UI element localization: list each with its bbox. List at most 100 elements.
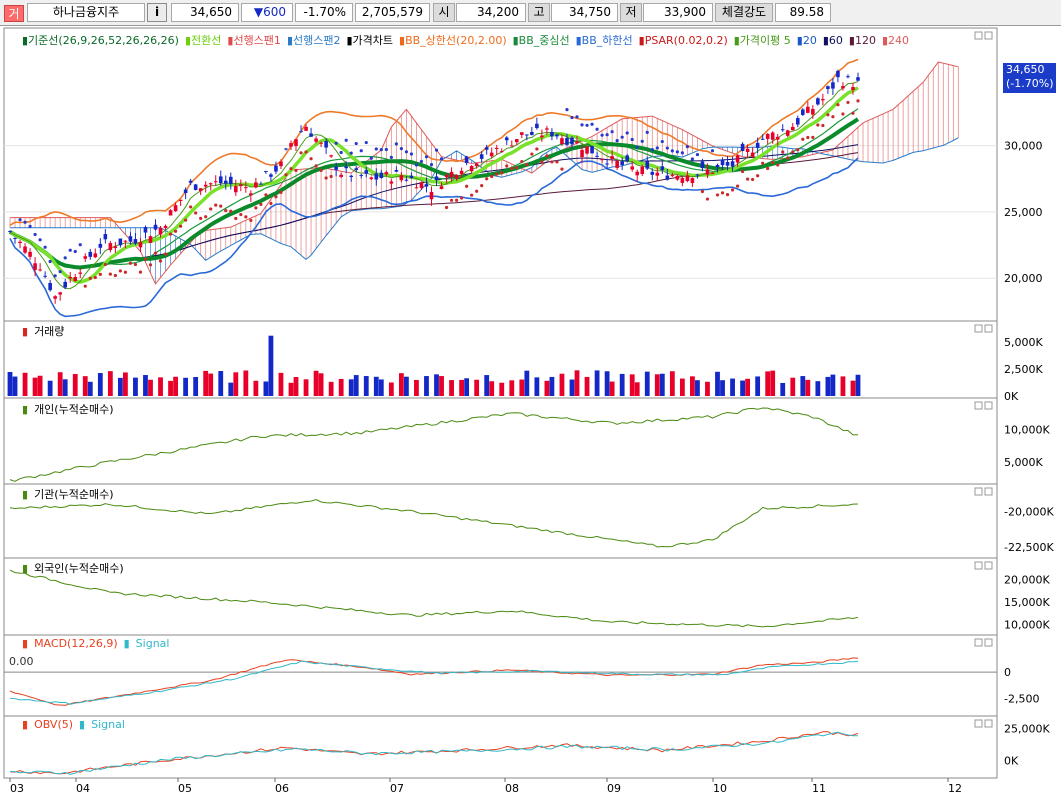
candle-body (419, 182, 424, 189)
volume-bar (313, 370, 319, 396)
volume-bar (695, 380, 700, 396)
psar-dot (660, 139, 664, 144)
psar-dot (194, 211, 198, 215)
psar-dot (204, 215, 208, 219)
price-legend-item[interactable]: ▮60 (822, 34, 843, 47)
candle-body (249, 193, 253, 196)
volume-bar (173, 376, 178, 396)
candle-body (454, 175, 459, 179)
candle-body (274, 165, 278, 172)
info-button[interactable]: i (147, 3, 167, 22)
price-legend-item[interactable]: ▮BB_상한선(20,2.00) (399, 34, 507, 47)
candle-body (28, 251, 32, 257)
candle-body (178, 199, 183, 202)
psar-dot (38, 238, 42, 242)
individual-ytick: 10,000K (1004, 424, 1050, 437)
candle-body (354, 168, 359, 170)
price-legend-item[interactable]: ▮선행스팬1 (227, 34, 281, 47)
candle-body (715, 164, 720, 168)
pane-minimize-button (974, 31, 983, 40)
volume-bar (840, 376, 846, 396)
psar-dot (364, 140, 368, 145)
chart-canvas[interactable]: 30,000 25,000 20,000 5,000K 2,500K 0K 10,000K 5… (0, 26, 1061, 794)
stock-name-field[interactable]: 하나금융지주 (27, 3, 145, 22)
candle-body (504, 137, 509, 141)
volume-bar (72, 373, 78, 396)
price-legend-item[interactable]: ▮240 (881, 34, 910, 47)
price-legend-item[interactable]: ▮BB_하한선 (575, 34, 633, 47)
price-legend-item[interactable]: ▮120 (848, 34, 876, 47)
candle-body (660, 166, 665, 170)
psar-dot (801, 137, 805, 141)
candle-body (459, 170, 464, 175)
psar-dot (264, 193, 268, 197)
candle-body (856, 77, 860, 81)
obv-ytick: 25,000K (1004, 722, 1050, 735)
xaxis-label: 08 (505, 782, 519, 794)
candle-body (695, 174, 700, 176)
stock-type-marker[interactable]: 거 (4, 5, 24, 22)
psar-dot (515, 166, 519, 170)
psar-dot (304, 150, 308, 154)
candle-body (484, 147, 489, 150)
psar-dot (841, 112, 845, 116)
volume-legend: ▮ 거래량 (22, 325, 65, 338)
candle-body (841, 86, 845, 89)
current-price-tag: 34,650 (-1.70%) (1003, 63, 1056, 93)
psar-dot (746, 177, 750, 181)
psar-dot (705, 197, 710, 201)
psar-dot (48, 259, 52, 264)
price-legend-item[interactable]: ▮기준선(26,9,26,52,26,26,26) (22, 34, 179, 47)
candle-body (259, 183, 263, 185)
psar-dot (179, 224, 183, 228)
candle-body (73, 277, 78, 282)
volume-bar (253, 380, 259, 396)
candle-body (685, 175, 690, 182)
psar-dot (128, 261, 133, 265)
price-legend-item[interactable]: ▮가격이평 5 (733, 34, 791, 47)
psar-dot (163, 252, 168, 256)
bb-upper-line (9, 58, 859, 226)
strength-label: 체결강도 (715, 3, 773, 22)
psar-dot (495, 172, 499, 176)
price-ytick: 20,000 (1004, 272, 1043, 285)
psar-dot (796, 148, 800, 152)
volume-bar (143, 375, 148, 396)
psar-dot (294, 168, 298, 172)
candle-body (414, 187, 419, 189)
price-legend-item[interactable]: ▮선행스팬2 (286, 34, 341, 47)
volume-bar (348, 379, 354, 396)
psar-dot (133, 262, 138, 267)
psar-dot (148, 263, 153, 267)
toolbar: 거 하나금융지주 i 34,650 ▼600 -1.70% 2,705,579 … (0, 0, 1061, 26)
price-legend-item[interactable]: ▮20 (796, 34, 817, 47)
macd-signal-line (9, 660, 859, 705)
volume-bar (353, 375, 359, 396)
candle-body (173, 205, 178, 212)
psar-dot (756, 174, 760, 178)
candle-body (690, 178, 695, 184)
psar-dot (449, 198, 454, 202)
candle-body (163, 225, 168, 229)
candle-body (570, 137, 574, 145)
psar-dot (98, 272, 102, 276)
psar-dot (766, 166, 770, 171)
strength-value: 89.58 (775, 3, 831, 22)
individual-legend: ▮ 개인(누적순매수) (22, 403, 114, 416)
psar-dot (776, 163, 780, 167)
psar-dot (560, 167, 564, 171)
psar-dot (670, 149, 674, 153)
price-legend-item[interactable]: ▮전환선 (184, 34, 222, 47)
candle-body (198, 188, 203, 192)
foreign-legend: ▮ 외국인(누적순매수) (22, 562, 124, 575)
psar-dot (761, 161, 765, 165)
price-legend-item[interactable]: ▮가격차트 (346, 34, 394, 47)
psar-dot (675, 150, 679, 154)
price-legend-item[interactable]: ▮BB_중심선 (512, 34, 570, 47)
price-legend-item[interactable]: ▮PSAR(0.02,0.2) (638, 34, 728, 47)
foreign-ytick: 15,000K (1004, 596, 1050, 609)
psar-dot (635, 145, 639, 149)
candle-body (434, 176, 439, 181)
psar-dot (485, 177, 489, 181)
psar-dot (329, 174, 333, 179)
